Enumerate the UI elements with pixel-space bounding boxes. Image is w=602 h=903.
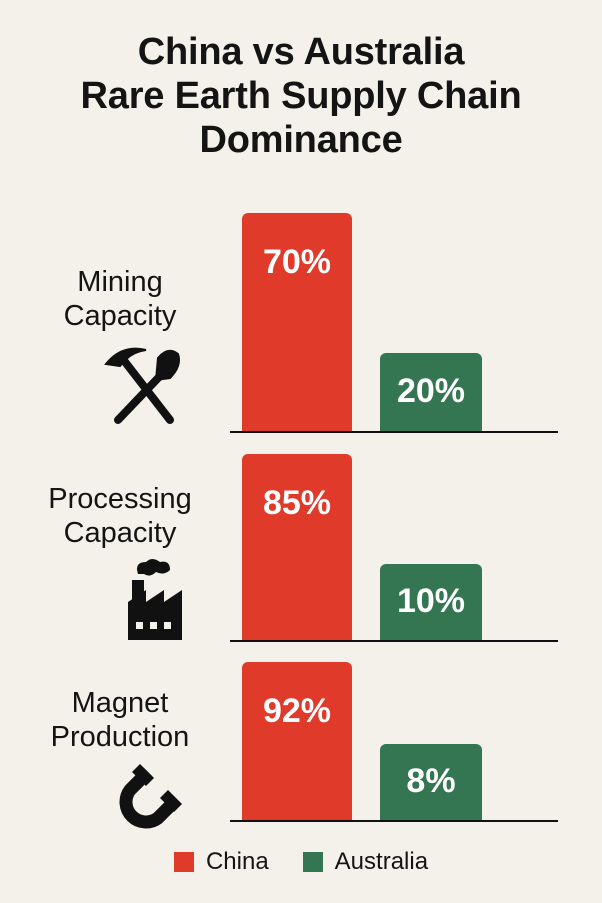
bar-label-magnet-china: 92% [262, 692, 332, 730]
category-label-mining-line-2: Capacity [63, 300, 177, 332]
legend: China Australia [0, 848, 602, 876]
category-label-mining: Mining Capacity [20, 265, 220, 333]
category-label-processing-line-1: Processing [48, 483, 192, 515]
chart-title: China vs Australia Rare Earth Supply Cha… [0, 30, 602, 162]
legend-item-china: China [173, 848, 269, 876]
category-label-processing-line-2: Capacity [63, 517, 177, 549]
chart-title-line-3: Dominance [199, 119, 403, 161]
bar-processing-china: 85% [242, 454, 352, 640]
category-label-magnet: Magnet Production [20, 686, 220, 754]
category-label-magnet-line-1: Magnet [71, 687, 169, 719]
bar-mining-australia: 20% [380, 353, 482, 431]
bar-mining-china: 70% [242, 213, 352, 431]
legend-swatch-australia [302, 852, 323, 872]
factory-icon [128, 559, 182, 640]
bar-label-magnet-australia: 8% [406, 762, 456, 800]
legend-swatch-china [173, 852, 194, 872]
baseline-magnet [230, 820, 558, 822]
category-label-processing: Processing Capacity [20, 482, 220, 550]
category-label-magnet-line-2: Production [50, 721, 190, 753]
legend-label-australia: Australia [334, 848, 429, 875]
bar-label-mining-china: 70% [262, 243, 332, 281]
legend-item-australia: Australia [302, 848, 429, 876]
bar-label-processing-china: 85% [262, 484, 332, 522]
pickaxe-shovel-icon [104, 347, 180, 424]
category-label-mining-line-1: Mining [77, 266, 163, 298]
baseline-mining [230, 431, 558, 433]
bar-label-processing-australia: 10% [396, 582, 466, 620]
baseline-processing [230, 640, 558, 642]
horseshoe-magnet-icon [119, 764, 182, 829]
chart-title-line-2: Rare Earth Supply Chain [80, 75, 522, 117]
chart-title-line-1: China vs Australia [137, 31, 465, 73]
bar-magnet-china: 92% [242, 662, 352, 820]
bar-label-mining-australia: 20% [396, 372, 466, 410]
bar-magnet-australia: 8% [380, 744, 482, 820]
bar-processing-australia: 10% [380, 564, 482, 640]
legend-label-china: China [205, 848, 269, 875]
